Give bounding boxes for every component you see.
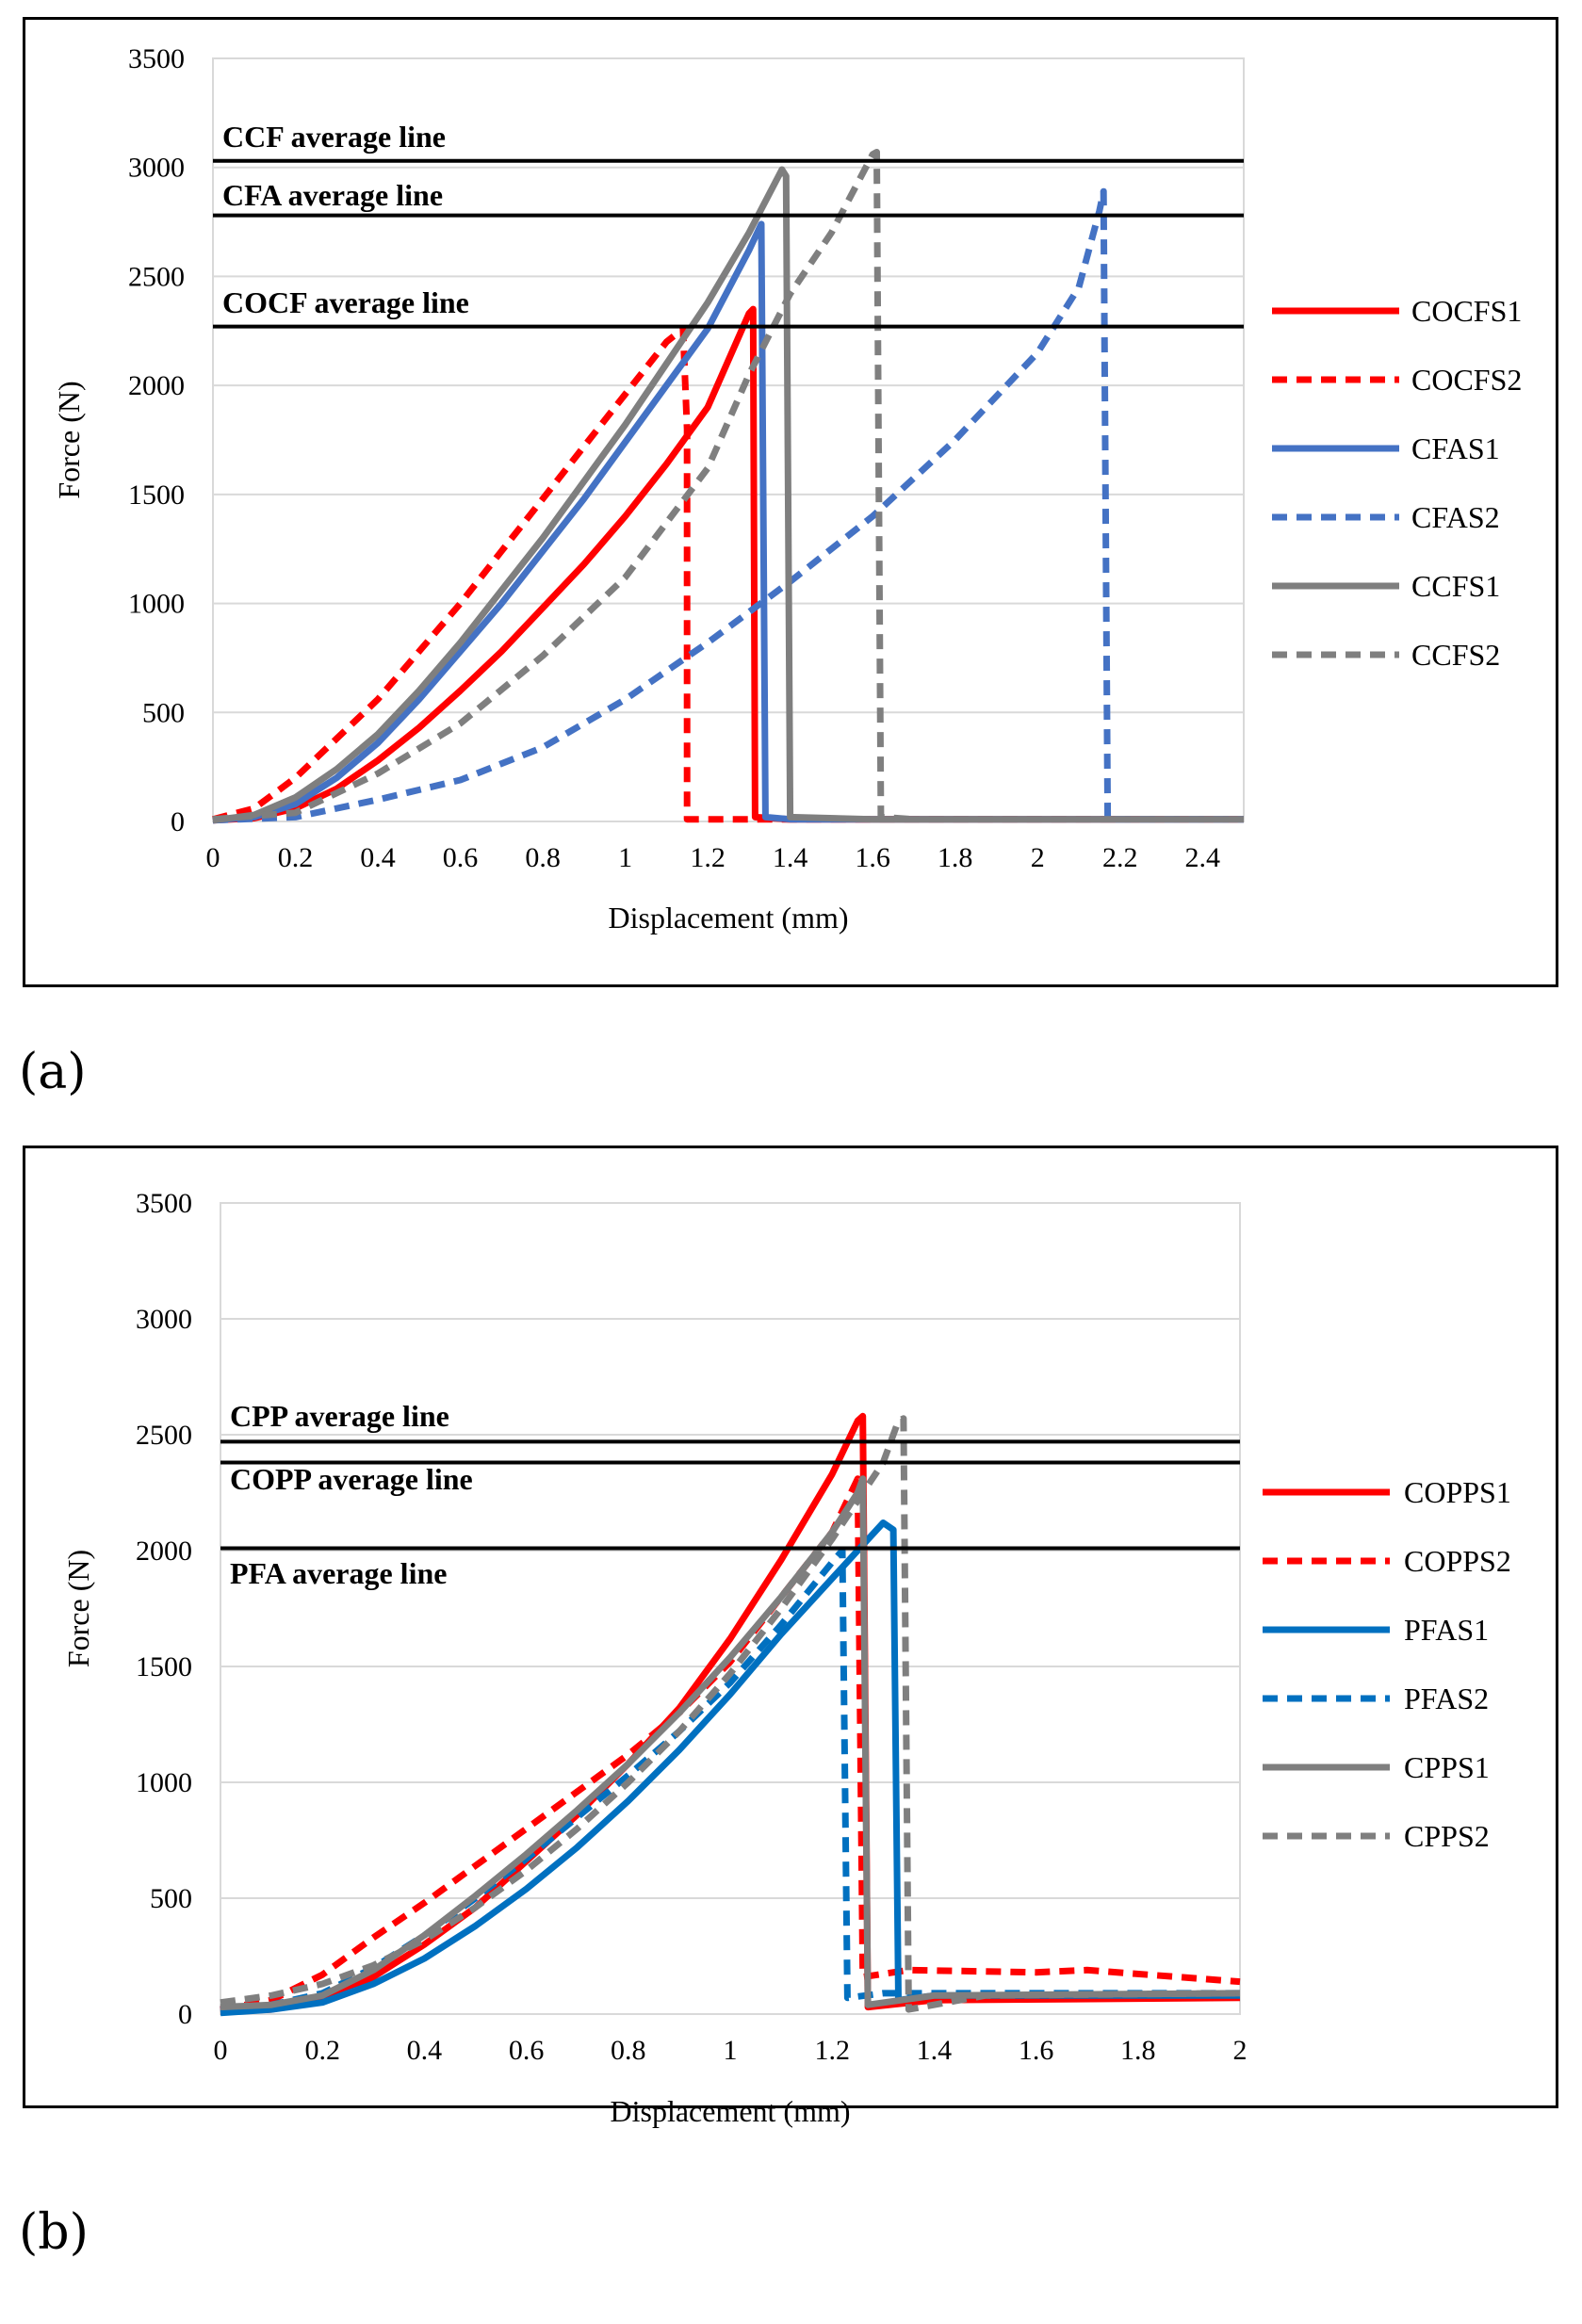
x-tick-label: 1.8 xyxy=(1120,2035,1156,2066)
legend-entry: PFAS1 xyxy=(1404,1613,1489,1647)
legend-entry: CCFS2 xyxy=(1411,638,1500,672)
y-axis-title: Force (N) xyxy=(61,1550,95,1667)
series-line-cocfs2 xyxy=(212,325,1244,823)
y-tick-label: 0 xyxy=(178,1999,192,2030)
y-tick-label: 3000 xyxy=(128,153,185,184)
y-tick-label: 2000 xyxy=(128,370,185,401)
y-tick-label: 1500 xyxy=(128,479,185,511)
legend-entry: CCFS1 xyxy=(1411,569,1500,603)
legend-entry: CFAS1 xyxy=(1411,431,1500,465)
reference-line-label: CFA average line xyxy=(222,178,443,212)
legend-entry: CPPS1 xyxy=(1404,1750,1490,1784)
series-line-cfas1 xyxy=(212,220,1244,824)
x-tick-label: 0.6 xyxy=(509,2035,545,2066)
x-tick-label: 0.2 xyxy=(304,2035,340,2066)
x-tick-label: 2.2 xyxy=(1102,842,1138,873)
y-tick-label: 3500 xyxy=(128,43,185,74)
reference-line-label: COCF average line xyxy=(222,285,469,319)
legend-entry: COCFS1 xyxy=(1411,294,1522,328)
x-tick-label: 0.8 xyxy=(525,842,561,873)
x-tick-label: 1.4 xyxy=(773,842,808,873)
x-tick-label: 1.6 xyxy=(855,842,890,873)
x-tick-label: 1 xyxy=(724,2035,738,2066)
x-tick-label: 1.8 xyxy=(938,842,973,873)
series-line-ccfs2 xyxy=(212,149,915,823)
x-tick-label: 2 xyxy=(1031,842,1045,873)
plot-area xyxy=(220,1202,1241,2015)
reference-line-label: PFA average line xyxy=(230,1556,447,1590)
y-tick-label: 3000 xyxy=(136,1304,192,1335)
legend-entry: CPPS2 xyxy=(1404,1819,1490,1853)
x-tick-label: 1.2 xyxy=(814,2035,850,2066)
y-tick-label: 1000 xyxy=(136,1767,192,1798)
y-tick-label: 1500 xyxy=(136,1651,192,1682)
y-tick-label: 2500 xyxy=(128,261,185,292)
x-tick-label: 0.4 xyxy=(407,2035,443,2066)
y-axis-title: Force (N) xyxy=(52,381,86,498)
x-axis-title: Displacement (mm) xyxy=(608,901,848,934)
panel-b-label: (b) xyxy=(19,2204,89,2261)
x-tick-label: 0.2 xyxy=(278,842,314,873)
series-line-cpps1 xyxy=(220,1475,1241,2011)
series-line-cocfs1 xyxy=(212,305,1244,824)
x-tick-label: 2 xyxy=(1233,2035,1248,2066)
legend-entry: COCFS2 xyxy=(1411,363,1522,397)
x-tick-label: 0 xyxy=(206,842,220,873)
x-tick-label: 1.6 xyxy=(1019,2035,1054,2066)
x-tick-label: 1 xyxy=(618,842,632,873)
reference-line-label: CCF average line xyxy=(222,120,446,154)
x-tick-label: 2.4 xyxy=(1184,842,1220,873)
y-tick-label: 500 xyxy=(142,697,185,728)
reference-line-label: COPP average line xyxy=(230,1462,473,1496)
series-line-copps1 xyxy=(220,1412,1241,2015)
x-axis-title: Displacement (mm) xyxy=(610,2094,850,2128)
legend-entry: COPPS2 xyxy=(1404,1544,1511,1578)
x-tick-label: 0.4 xyxy=(360,842,396,873)
y-tick-label: 3500 xyxy=(136,1188,192,1219)
legend-entry: PFAS2 xyxy=(1404,1682,1489,1715)
panel-a-label: (a) xyxy=(19,1044,87,1100)
y-tick-label: 2000 xyxy=(136,1536,192,1567)
x-tick-label: 0.6 xyxy=(443,842,479,873)
series-line-cpps2 xyxy=(220,1415,1241,2013)
legend-entry: COPPS1 xyxy=(1404,1475,1511,1509)
y-tick-label: 500 xyxy=(150,1883,192,1914)
series-line-cfas2 xyxy=(212,187,1244,824)
x-tick-label: 0 xyxy=(214,2035,228,2066)
x-tick-label: 0.8 xyxy=(611,2035,646,2066)
legend-entry: CFAS2 xyxy=(1411,500,1500,534)
series-line-ccfs1 xyxy=(212,166,1244,824)
y-tick-label: 0 xyxy=(171,806,185,837)
y-tick-label: 1000 xyxy=(128,589,185,620)
reference-line-label: CPP average line xyxy=(230,1399,449,1433)
series-line-pfas1 xyxy=(220,1520,1240,2017)
x-tick-label: 1.2 xyxy=(690,842,726,873)
series-line-pfas2 xyxy=(220,1547,1240,2013)
y-tick-label: 2500 xyxy=(136,1420,192,1451)
x-tick-label: 1.4 xyxy=(917,2035,953,2066)
